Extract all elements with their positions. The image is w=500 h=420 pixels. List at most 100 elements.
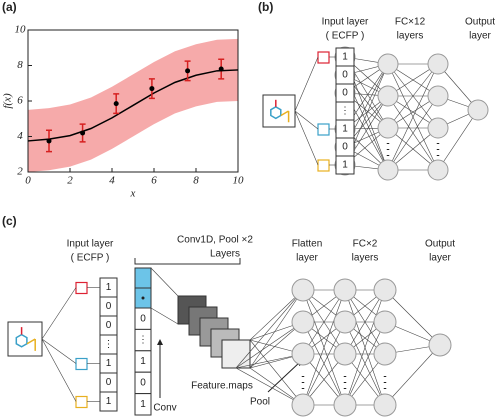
x-tick-label: 0 — [25, 175, 31, 187]
vector-entry: 1 — [342, 124, 348, 135]
x-tick-label: 6 — [151, 175, 157, 187]
edge — [249, 289, 304, 341]
edge — [294, 56, 319, 112]
neuron — [333, 278, 357, 302]
layer-subtitle: layers — [352, 253, 379, 264]
conv-label: Conv — [153, 403, 176, 414]
neuron — [373, 393, 397, 417]
layer-title: Output — [425, 239, 455, 250]
edge — [437, 109, 479, 171]
mean-line — [27, 69, 239, 142]
neuron — [291, 310, 315, 334]
observation-point — [113, 101, 119, 107]
vector-entry: 0 — [106, 301, 112, 312]
edge — [302, 289, 346, 406]
y-tick-label: 4 — [17, 130, 23, 142]
observation-point — [185, 68, 191, 74]
molecule-bond — [26, 338, 36, 351]
edge — [41, 287, 77, 340]
edge — [302, 321, 346, 406]
edge — [387, 95, 439, 171]
layer-title: Conv1D, Pool ×2 — [177, 235, 253, 246]
x-axis-label: x — [130, 188, 136, 200]
feature-map — [221, 339, 251, 369]
neuron — [291, 393, 315, 417]
edge — [294, 110, 319, 130]
y-tick-label: 8 — [17, 59, 23, 71]
edge — [344, 289, 386, 406]
edge — [384, 344, 441, 406]
neuron — [427, 53, 449, 75]
layer-subtitle: ( ECFP ) — [71, 253, 110, 264]
fragment-icon — [317, 123, 330, 136]
vector-entry: ⋮ — [104, 339, 114, 350]
observation-point — [218, 66, 224, 72]
molecule — [15, 333, 28, 348]
vector-entry: 0 — [106, 377, 112, 388]
fragment-icon — [317, 159, 330, 172]
vector-entry: 1 — [140, 399, 146, 410]
layer-subtitle: layer — [296, 253, 318, 264]
vector-entry: 1 — [106, 358, 112, 369]
observation-point — [149, 86, 155, 92]
y-tick-label: 2 — [17, 166, 23, 178]
neuron — [333, 310, 357, 334]
layer-subtitle: layer — [429, 253, 451, 264]
vector-entry: 0 — [140, 313, 146, 324]
layer-title: Input layer — [322, 17, 369, 28]
edge — [344, 289, 386, 355]
molecule-box — [262, 94, 296, 128]
edge — [150, 307, 179, 325]
edge — [249, 339, 304, 406]
y-tick-label: 6 — [17, 95, 23, 107]
vector-entry: 0 — [342, 70, 348, 81]
vector-entry: 1 — [140, 356, 146, 367]
fragment-icon — [75, 395, 88, 409]
edge — [249, 321, 304, 369]
pool-label: Pool — [250, 397, 270, 408]
neuron — [427, 159, 449, 181]
fragment-icon — [317, 51, 330, 64]
arrow — [267, 359, 303, 393]
vector-entry: 1 — [342, 52, 348, 63]
x-tick-label: 4 — [109, 175, 115, 187]
panel-label: (c) — [2, 214, 17, 228]
bracket — [134, 258, 241, 265]
neuron — [373, 310, 397, 334]
layer-title: Input layer — [67, 239, 114, 250]
vector-entry: ⋮ — [138, 335, 148, 346]
vector-entry: 0 — [106, 320, 112, 331]
edge — [387, 63, 439, 171]
vector-entry: 1 — [106, 396, 112, 407]
x-tick-label: 2 — [67, 175, 73, 187]
vector-entry: 0 — [342, 142, 348, 153]
vector-entry: 0 — [140, 378, 146, 389]
vector-cell — [134, 393, 152, 416]
neuron — [373, 278, 397, 302]
edge — [235, 321, 304, 369]
neuron — [291, 342, 315, 366]
layer-title: FC×2 — [353, 239, 378, 250]
layer-subtitle: ( ECFP ) — [326, 31, 365, 42]
molecule — [270, 105, 282, 120]
observation-point — [80, 130, 86, 136]
edge — [302, 289, 346, 355]
neuron — [428, 333, 452, 357]
fragment-icon — [75, 281, 88, 295]
edge — [344, 321, 386, 406]
edge — [387, 127, 439, 171]
layer-title: Output — [465, 17, 495, 28]
neuron — [333, 342, 357, 366]
neuron — [373, 342, 397, 366]
molecule-box — [7, 321, 43, 357]
edge — [150, 267, 179, 297]
x-tick-label: 8 — [193, 175, 199, 187]
x-tick-label: 10 — [233, 175, 245, 187]
edge — [41, 338, 77, 364]
edge — [387, 63, 439, 129]
layer-subtitle: layers — [397, 31, 424, 42]
neuron — [427, 85, 449, 107]
y-axis-label: f(x) — [2, 93, 14, 109]
neuron — [377, 85, 399, 107]
conv-cell-highlight — [134, 267, 152, 289]
